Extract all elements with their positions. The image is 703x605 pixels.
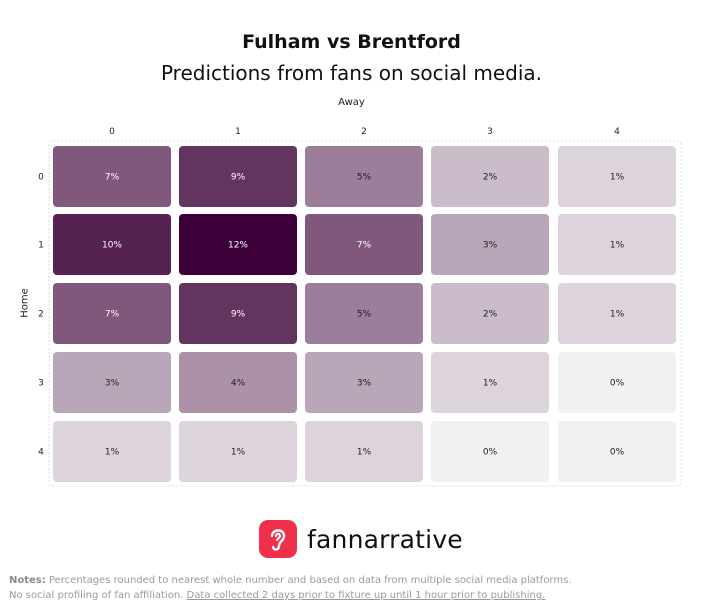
x-tick-label: 2 bbox=[361, 127, 367, 137]
chart-title: Fulham vs Brentford bbox=[242, 31, 461, 53]
heatmap-cell bbox=[305, 146, 423, 207]
cell-value-label: 5% bbox=[357, 173, 372, 183]
heatmap-cell bbox=[179, 214, 297, 275]
heatmap-cell bbox=[179, 146, 297, 207]
heatmap-cell bbox=[305, 352, 423, 413]
brand-name: fannarrative bbox=[307, 524, 463, 554]
heatmap-cell bbox=[431, 146, 549, 207]
notes-line-1: Notes: Percentages rounded to nearest wh… bbox=[9, 573, 699, 588]
cell-value-label: 9% bbox=[231, 310, 246, 320]
cell-value-label: 7% bbox=[105, 310, 120, 320]
heatmap-cell bbox=[558, 421, 676, 482]
heatmap-cell bbox=[558, 283, 676, 344]
ear-icon bbox=[259, 520, 297, 558]
cell-value-label: 1% bbox=[483, 379, 498, 389]
notes-line-2: No social profiling of fan affiliation. … bbox=[9, 588, 699, 603]
footnotes: Notes: Percentages rounded to nearest wh… bbox=[9, 573, 699, 603]
heatmap-cell bbox=[53, 421, 171, 482]
y-tick-label: 4 bbox=[38, 448, 44, 458]
heatmap-cell bbox=[53, 146, 171, 207]
x-tick-label: 0 bbox=[109, 127, 115, 137]
heatmap-cell bbox=[431, 283, 549, 344]
heatmap-cell bbox=[179, 421, 297, 482]
x-tick-label: 3 bbox=[487, 127, 493, 137]
cell-value-label: 12% bbox=[228, 241, 248, 251]
brand-logo: fannarrative bbox=[259, 518, 463, 560]
heatmap-cell bbox=[305, 214, 423, 275]
cell-value-label: 1% bbox=[231, 448, 246, 458]
y-tick-label: 0 bbox=[38, 173, 44, 183]
x-tick-label: 1 bbox=[235, 127, 241, 137]
cell-value-label: 1% bbox=[610, 310, 625, 320]
heatmap-cell bbox=[305, 421, 423, 482]
heatmap-cell bbox=[179, 352, 297, 413]
heatmap-cell bbox=[558, 146, 676, 207]
notes-text-2: No social profiling of fan affiliation. bbox=[9, 590, 184, 601]
heatmap-cell bbox=[53, 283, 171, 344]
cell-value-label: 2% bbox=[483, 310, 498, 320]
chart-subtitle: Predictions from fans on social media. bbox=[160, 61, 543, 85]
notes-label: Notes: bbox=[9, 575, 46, 586]
notes-text-1: Percentages rounded to nearest whole num… bbox=[48, 575, 572, 586]
cell-value-label: 1% bbox=[610, 241, 625, 251]
heatmap-cell bbox=[431, 352, 549, 413]
cell-value-label: 0% bbox=[610, 379, 625, 389]
cell-value-label: 3% bbox=[483, 241, 498, 251]
y-tick-label: 3 bbox=[38, 379, 44, 389]
x-axis-label: Away bbox=[338, 97, 365, 108]
cell-value-label: 1% bbox=[105, 448, 120, 458]
cell-value-label: 3% bbox=[105, 379, 120, 389]
heatmap-cell bbox=[305, 283, 423, 344]
cell-value-label: 9% bbox=[231, 173, 246, 183]
cell-value-label: 0% bbox=[610, 448, 625, 458]
heatmap-cell bbox=[53, 352, 171, 413]
cell-value-label: 7% bbox=[357, 241, 372, 251]
heatmap-cell bbox=[558, 214, 676, 275]
notes-link[interactable]: Data collected 2 days prior to fixture u… bbox=[186, 590, 546, 601]
cell-value-label: 1% bbox=[610, 173, 625, 183]
cell-value-label: 2% bbox=[483, 173, 498, 183]
cell-value-label: 10% bbox=[102, 241, 122, 251]
y-tick-label: 2 bbox=[38, 310, 44, 320]
cell-value-label: 1% bbox=[357, 448, 372, 458]
cell-value-label: 0% bbox=[483, 448, 498, 458]
heatmap: 0 1 2 3 4 0 1 2 3 4 7% 9% 5% 2% 1% 10% 12% 7% 3% 1% 7% 9% 5% 2%… bbox=[38, 127, 682, 487]
cell-value-label: 5% bbox=[357, 310, 372, 320]
y-tick-label: 1 bbox=[38, 241, 44, 251]
x-tick-label: 4 bbox=[614, 127, 620, 137]
heatmap-cell bbox=[558, 352, 676, 413]
cell-value-label: 3% bbox=[357, 379, 372, 389]
heatmap-cell bbox=[431, 421, 549, 482]
heatmap-cell bbox=[179, 283, 297, 344]
cell-value-label: 7% bbox=[105, 173, 120, 183]
heatmap-cell bbox=[53, 214, 171, 275]
cell-value-label: 4% bbox=[231, 379, 246, 389]
heatmap-cell bbox=[431, 214, 549, 275]
